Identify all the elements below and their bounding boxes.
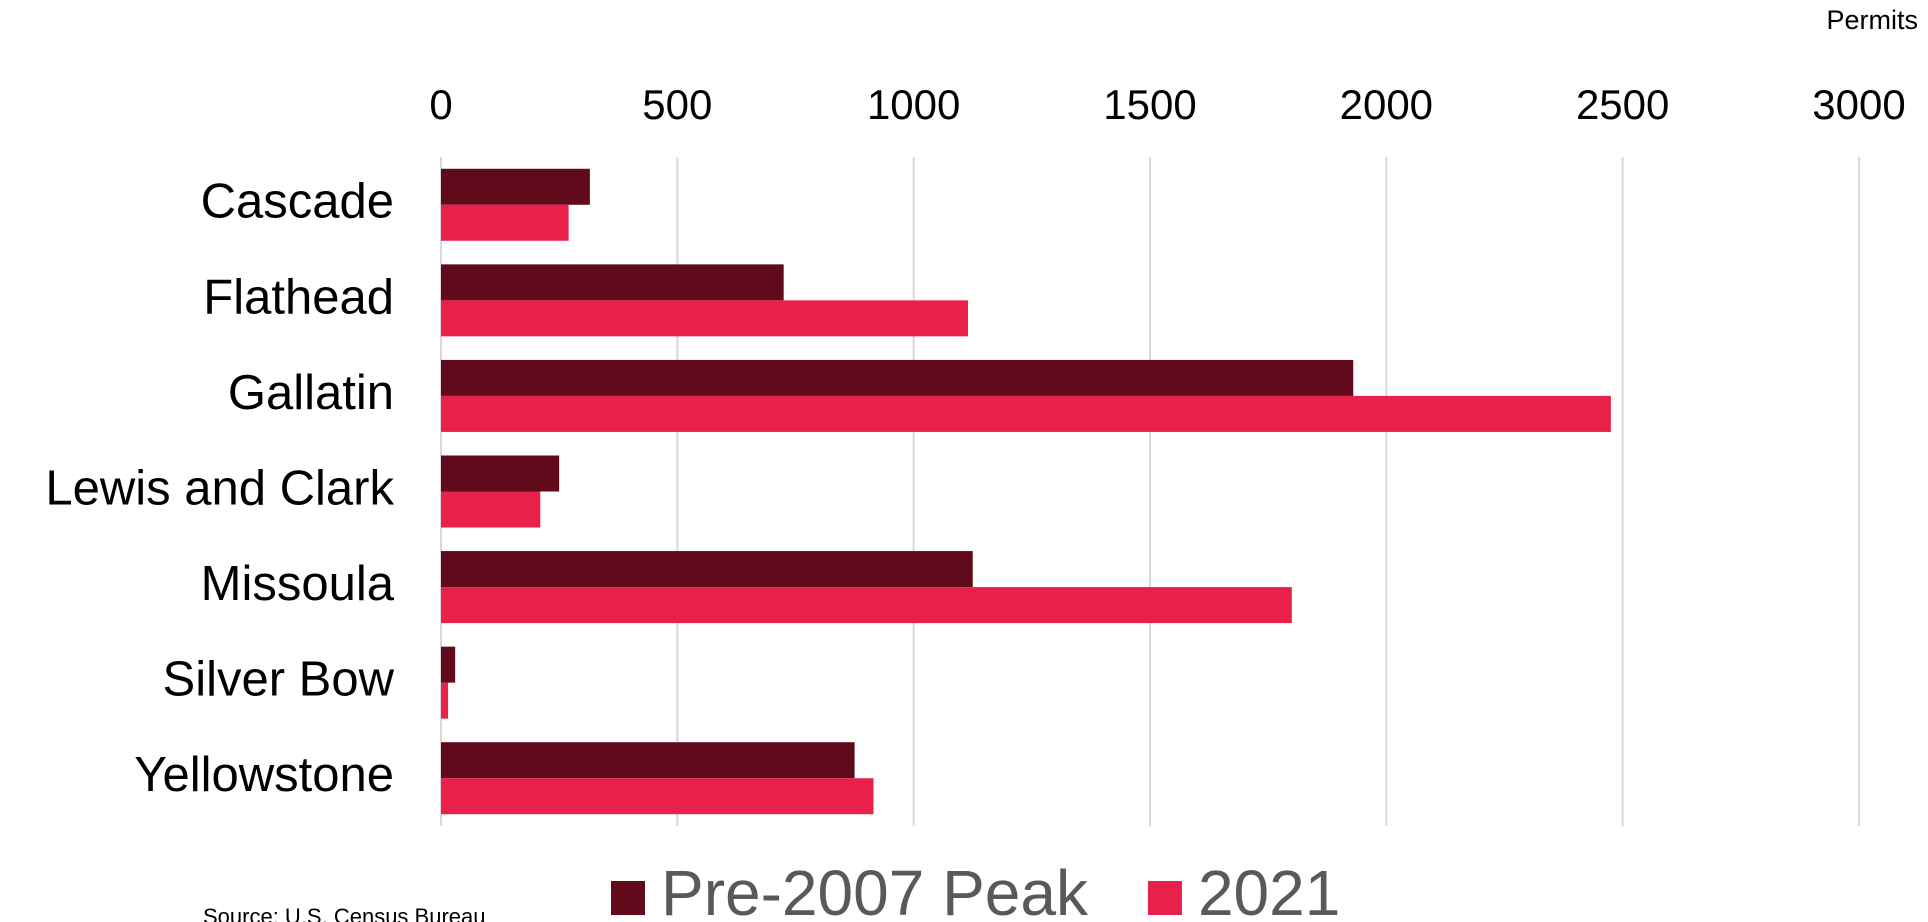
bar [441, 168, 590, 205]
x-tick-label: 1000 [867, 81, 960, 128]
bar [441, 264, 784, 301]
legend-label: 2021 [1198, 857, 1340, 922]
bar [441, 300, 969, 337]
x-tick-label: 1500 [1103, 81, 1196, 128]
x-tick-label: 500 [642, 81, 712, 128]
bar [441, 778, 874, 815]
bar [441, 455, 560, 492]
axis-label: Permits [1826, 5, 1918, 35]
bar [441, 491, 541, 528]
y-tick-label: Lewis and Clark [45, 461, 394, 515]
bar [441, 742, 855, 779]
bar [441, 359, 1354, 396]
y-tick-label: Cascade [201, 175, 394, 229]
source-note: Source: U.S. Census Bureau [203, 904, 485, 922]
x-tick-label: 2500 [1576, 81, 1669, 128]
y-tick-label: Missoula [201, 557, 395, 611]
bar [441, 587, 1292, 624]
legend-swatch [611, 881, 645, 915]
bar [441, 646, 456, 683]
x-tick-label: 0 [429, 81, 452, 128]
y-tick-label: Yellowstone [134, 748, 394, 802]
bar [441, 682, 449, 719]
bar [441, 551, 973, 588]
bar [441, 204, 569, 241]
x-tick-label: 2000 [1340, 81, 1433, 128]
bar [441, 395, 1611, 432]
y-tick-label: Flathead [203, 270, 394, 324]
y-tick-label: Gallatin [228, 366, 394, 420]
legend-label: Pre-2007 Peak [661, 857, 1089, 922]
y-tick-label: Silver Bow [163, 653, 395, 707]
legend-swatch [1147, 881, 1182, 915]
x-tick-label: 3000 [1812, 81, 1905, 128]
